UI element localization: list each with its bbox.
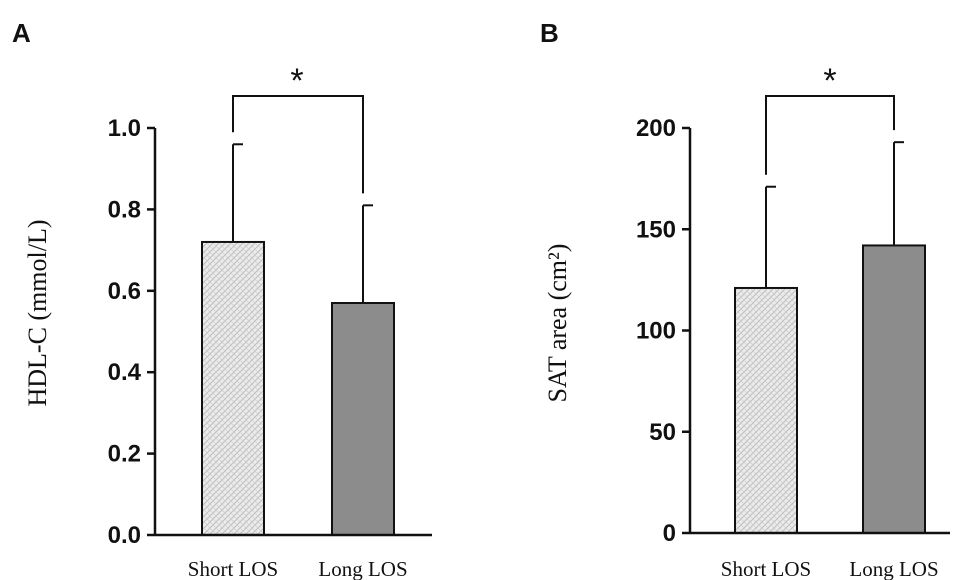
panel-a-y-tick-label-0: 0.0	[108, 522, 141, 549]
panel-a-y-tick-label-1: 0.2	[108, 441, 141, 468]
panel-a-y-tick-label-4: 0.8	[108, 196, 141, 223]
panel-b-category-label-1: Short LOS	[721, 557, 811, 580]
panel-b-y-tick-label-3: 150	[636, 216, 676, 243]
panel-b-ylabel: SAT area (cm²)	[543, 244, 572, 403]
panel-a-label: A	[12, 18, 31, 48]
panel-a-category-label-1: Short LOS	[188, 557, 278, 580]
panel-b-category-label-2: Long LOS	[849, 557, 938, 580]
panel-b-plot: Short LOS Long LOS 0 50 100 150 200 *	[636, 62, 950, 580]
panel-a-significance-star: *	[290, 62, 303, 100]
panel-a-bar-1	[201, 240, 265, 537]
panel-a-plot: Short LOS Long LOS 0.0 0.2 0.4 0.6 0.8 1.0 *	[108, 62, 432, 580]
panel-b-y-tick-label-1: 50	[649, 419, 676, 446]
panel-a-y-tick-label-2: 0.4	[108, 359, 142, 386]
panel-a-y-tick-label-3: 0.6	[108, 278, 141, 305]
panel-b-y-tick-label-4: 200	[636, 115, 676, 142]
panel-a-category-label-2: Long LOS	[318, 557, 407, 580]
panel-a-bar-2	[331, 302, 395, 537]
panel-a-significance-bracket	[232, 95, 364, 194]
panel-a: A HDL-C (mmol/L) Short LOS Long LOS 0.0 0.2…	[12, 18, 432, 580]
panel-b-bar-1	[734, 286, 798, 534]
panel-b-significance-star: *	[823, 62, 836, 100]
panel-b-label: B	[540, 18, 559, 48]
panel-b-significance-bracket	[765, 95, 895, 175]
panel-b-y-tick-label-2: 100	[636, 318, 676, 345]
panel-b-y-tick-label-0: 0	[663, 520, 676, 547]
panel-a-y-tick-label-5: 1.0	[108, 115, 141, 142]
panel-b: B SAT area (cm²) Short LOS Long LOS 0 50 100…	[540, 18, 950, 580]
panel-b-bar-2	[862, 244, 926, 534]
panel-a-ylabel: HDL-C (mmol/L)	[23, 219, 52, 406]
